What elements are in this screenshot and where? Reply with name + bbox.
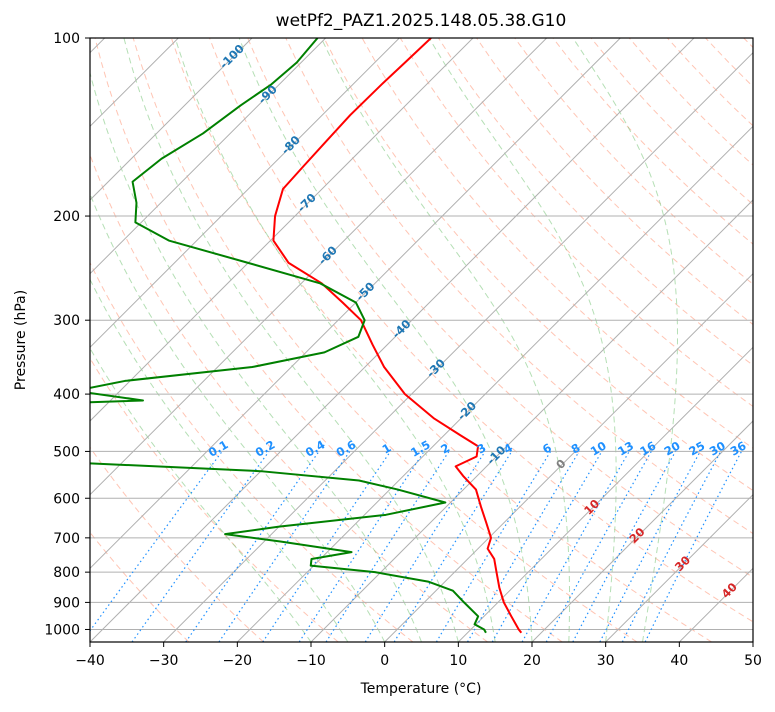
x-tick-label: −10 [296, 653, 326, 669]
isotherm-line [90, 38, 694, 642]
grid-lines [90, 38, 753, 629]
x-tick-label: 50 [744, 653, 762, 669]
isotherm-label: 40 [719, 580, 740, 601]
isotherm-line [0, 38, 326, 642]
mixing-ratio-label: 30 [707, 438, 728, 458]
x-tick-label: −20 [223, 653, 253, 669]
x-tick-label: 10 [449, 653, 467, 669]
dry-adiabat [0, 38, 264, 642]
isotherm-line [0, 38, 399, 642]
isotherm-line [0, 38, 547, 642]
dry-adiabats [0, 38, 775, 642]
y-tick-label: 600 [53, 491, 80, 507]
y-tick-label: 900 [53, 595, 80, 611]
mixing-ratio-label: 10 [588, 438, 609, 458]
mixing-ratio-label: 16 [637, 438, 658, 458]
mixing-ratio-line [263, 451, 391, 642]
x-tick-label: 0 [380, 653, 389, 669]
moist-adiabat [429, 38, 616, 642]
chart-title: wetPf2_PAZ1.2025.148.05.38.G10 [276, 11, 567, 31]
mixing-ratio-label: 0.6 [334, 437, 359, 459]
y-axis-label: Pressure (hPa) [13, 290, 29, 390]
mixing-ratio-label: 8 [569, 440, 583, 456]
mixing-ratio-label: 36 [728, 438, 749, 458]
moist-adiabat [175, 38, 495, 642]
dry-adiabat [706, 38, 775, 642]
isotherm-label: -50 [353, 279, 378, 304]
mixing-ratio-line [522, 451, 629, 642]
y-tick-label: 200 [53, 209, 80, 225]
mixing-ratio-line [468, 451, 580, 642]
isotherm-label: 30 [672, 553, 693, 574]
moist-adiabat [573, 38, 678, 642]
mixing-ratio-line [546, 451, 651, 642]
mixing-ratio-label: 6 [540, 440, 554, 456]
mixing-ratio-label: 25 [686, 438, 707, 458]
mixing-ratio-line [394, 451, 512, 642]
dry-adiabat [210, 38, 775, 642]
x-tick-label: −40 [75, 653, 105, 669]
y-tick-label: 700 [53, 531, 80, 547]
dry-adiabat [667, 38, 775, 642]
mixing-ratio-label: 13 [615, 438, 636, 458]
dry-adiabat [57, 38, 488, 642]
isotherm-label: 0 [553, 456, 569, 472]
dry-adiabat [0, 38, 338, 642]
y-tick-label: 500 [53, 444, 80, 460]
mixing-ratio-lines [82, 451, 742, 642]
skewed-isotherms [0, 38, 775, 642]
mixing-ratio-line [82, 451, 222, 642]
x-tick-label: 40 [670, 653, 688, 669]
dry-adiabat [515, 38, 775, 642]
dry-adiabat [19, 38, 413, 642]
mixing-ratio-line [600, 451, 700, 642]
mixing-ratio-line [219, 451, 350, 642]
plot-frame [90, 38, 753, 642]
moist-adiabat [0, 38, 311, 642]
y-tick-label: 400 [53, 387, 80, 403]
x-axis-label: Temperature (°C) [360, 681, 482, 697]
mixing-ratio-label: 1.5 [408, 437, 433, 459]
mixing-ratio-line [132, 451, 269, 642]
mixing-ratio-label: 0.1 [206, 437, 231, 459]
isotherm-line [679, 38, 775, 642]
y-tick-label: 800 [53, 565, 80, 581]
isotherm-label: 20 [626, 525, 647, 546]
dry-adiabat [553, 38, 775, 642]
isotherm-label: -80 [278, 133, 303, 158]
isotherm-line [458, 38, 775, 642]
moist-adiabat [124, 38, 458, 642]
mixing-ratio-label: 2 [438, 440, 452, 456]
y-tick-label: 1000 [44, 622, 80, 638]
dry-adiabat [744, 38, 775, 642]
isotherm-label: -30 [424, 356, 449, 381]
isotherm-line [385, 38, 775, 642]
isotherm-line [0, 38, 252, 642]
y-tick-label: 100 [53, 31, 80, 47]
moist-adiabat [16, 38, 348, 642]
dry-adiabat [591, 38, 775, 642]
x-tick-label: 20 [523, 653, 541, 669]
mixing-ratio-label: 0.2 [253, 437, 278, 459]
dry-adiabat [171, 38, 711, 642]
x-tick-label: −30 [149, 653, 179, 669]
y-tick-label: 300 [53, 313, 80, 329]
isotherm-label: -70 [294, 190, 319, 215]
mixing-ratio-label: 20 [662, 438, 683, 458]
isotherm-label: 10 [581, 496, 602, 517]
isotherm-line [606, 38, 775, 642]
x-tick-label: 30 [597, 653, 615, 669]
isotherm-line [753, 38, 775, 642]
mixing-ratio-line [573, 451, 676, 642]
